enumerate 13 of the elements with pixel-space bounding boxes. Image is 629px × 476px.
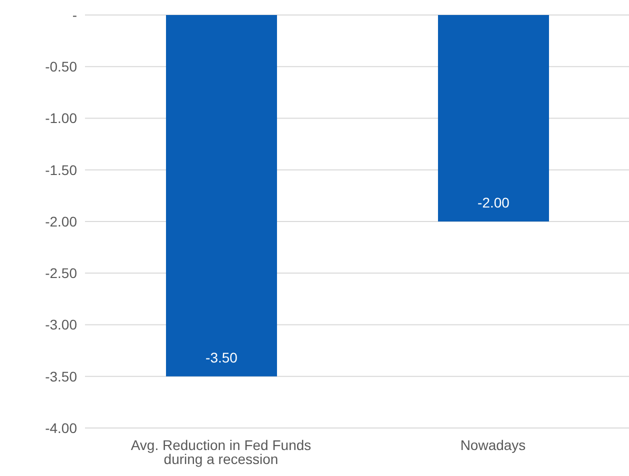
data-label: -2.00 (478, 194, 510, 210)
data-label: -3.50 (206, 349, 238, 366)
y-tick-label: - (72, 6, 78, 23)
x-tick-label: Nowadays (460, 436, 526, 453)
y-tick-label: -2.00 (45, 213, 78, 230)
y-tick-label: -2.50 (45, 265, 78, 282)
x-tick-label: Avg. Reduction in Fed Funds during a recession (130, 436, 312, 467)
y-tick-label: -1.00 (45, 110, 78, 126)
y-tick-label: -3.00 (45, 316, 78, 333)
y-tick-label: -4.00 (45, 420, 78, 436)
y-tick-label: -3.50 (45, 368, 78, 384)
y-tick-label: -0.50 (45, 58, 78, 75)
y-tick-label: -1.50 (45, 162, 78, 178)
